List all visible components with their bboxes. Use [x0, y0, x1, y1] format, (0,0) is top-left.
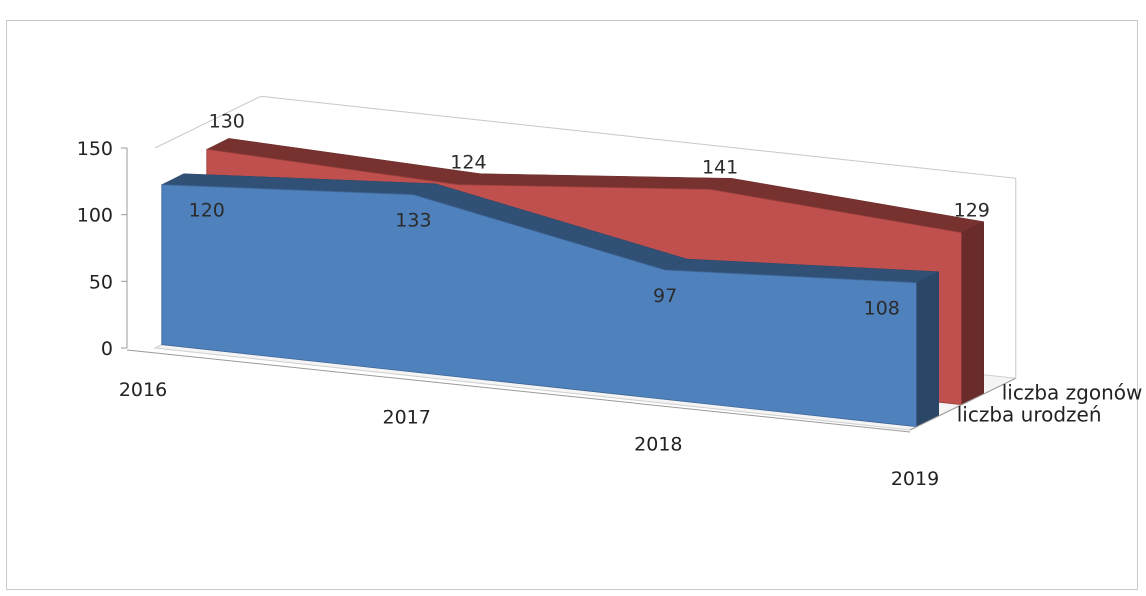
data-label: 129 [954, 200, 990, 222]
side-wall-frame [154, 95, 261, 149]
data-label: 124 [450, 152, 486, 174]
series-axis-label: liczba zgonów [1002, 381, 1143, 405]
depth-axis-line [909, 377, 1016, 431]
x-tick-label: 2016 [119, 379, 167, 401]
y-tick-label: 150 [77, 138, 113, 160]
data-label: 97 [653, 285, 677, 307]
data-label: 133 [395, 210, 431, 232]
y-tick-label: 0 [101, 338, 113, 360]
y-tick-label: 50 [89, 271, 113, 293]
data-label: 130 [209, 110, 245, 132]
x-tick-label: 2018 [634, 434, 682, 456]
series-axis-label: liczba urodzeń [957, 403, 1102, 427]
data-label: 108 [864, 298, 900, 320]
x-tick-label: 2019 [891, 468, 939, 490]
data-label: 120 [189, 200, 225, 222]
y-tick-label: 100 [77, 205, 113, 227]
data-label: 141 [702, 156, 738, 178]
series-end-face [961, 221, 984, 406]
x-axis-line [126, 349, 911, 433]
back-wall-frame [260, 95, 1017, 379]
x-tick-label: 2017 [382, 406, 430, 428]
series-end-face [916, 271, 939, 428]
